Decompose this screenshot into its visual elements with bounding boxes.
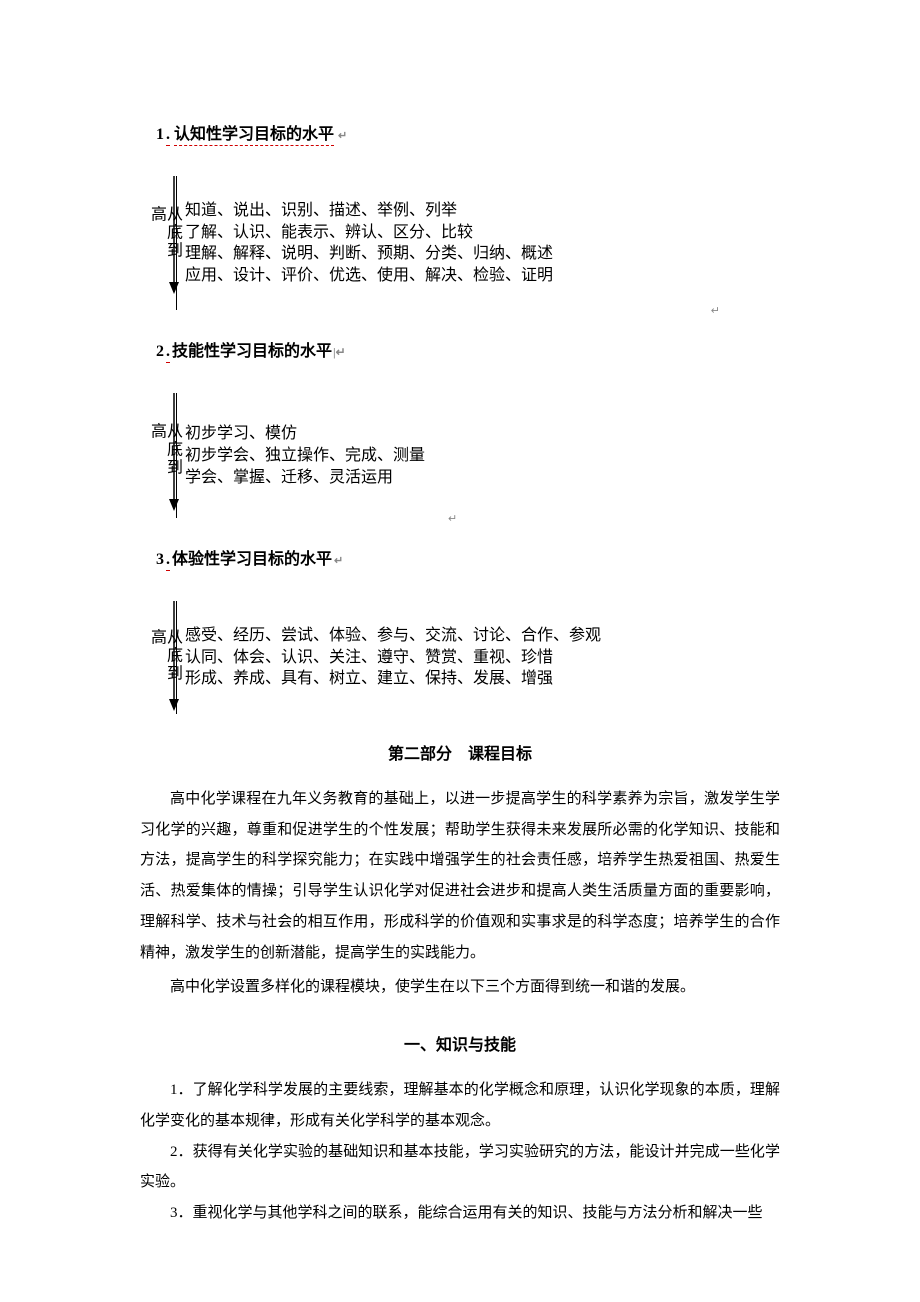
level-line: 感受、经历、尝试、体验、参与、交流、讨论、合作、参观 — [185, 625, 601, 647]
section-2-number: 2 — [156, 343, 164, 360]
level-line: 形成、养成、具有、树立、建立、保持、发展、增强 — [185, 668, 601, 690]
part-2-title-left: 第二部分 — [388, 746, 452, 763]
level-line: 应用、设计、评价、优选、使用、解决、检验、证明 — [185, 265, 553, 287]
diagram-2-arrow-col: 从底到高 — [148, 393, 172, 511]
section-2-title: 技能性学习目标的水平 — [172, 343, 332, 360]
section-1-dot: . — [166, 126, 170, 146]
diagram-3-levels: 感受、经历、尝试、体验、参与、交流、讨论、合作、参观 认同、体会、认识、关注、遵… — [176, 601, 601, 714]
section-3-number: 3 — [156, 551, 164, 568]
diagram-1-row: 从底到高 知道、说出、识别、描述、举例、列举 了解、认识、能表示、辨认、区分、比… — [148, 176, 780, 310]
section-2-heading: 2.技能性学习目标的水平|↵ — [156, 337, 780, 363]
diagram-1: 从底到高 知道、说出、识别、描述、举例、列举 了解、认识、能表示、辨认、区分、比… — [148, 176, 780, 317]
section-3-heading: 3.体验性学习目标的水平↵ — [156, 545, 780, 571]
part-2-para-1: 高中化学课程在九年义务教育的基础上，以进一步提高学生的科学素养为宗旨，激发学生学… — [140, 784, 780, 969]
part-2-title: 第二部分课程目标 — [140, 740, 780, 764]
diagram-3: 从底到高 感受、经历、尝试、体验、参与、交流、讨论、合作、参观 认同、体会、认识… — [148, 601, 780, 714]
diagram-2-row: 从底到高 初步学习、模仿 初步学会、独立操作、完成、测量 学会、掌握、迁移、灵活… — [148, 393, 780, 518]
level-line: 认同、体会、认识、关注、遵守、赞赏、重视、珍惜 — [185, 647, 601, 669]
diagram-3-row: 从底到高 感受、经历、尝试、体验、参与、交流、讨论、合作、参观 认同、体会、认识… — [148, 601, 780, 714]
subsection-title: 一、知识与技能 — [140, 1031, 780, 1055]
diagram-2-levels: 初步学习、模仿 初步学会、独立操作、完成、测量 学会、掌握、迁移、灵活运用 — [176, 393, 425, 518]
level-line: 知道、说出、识别、描述、举例、列举 — [185, 200, 553, 222]
diagram-1-levels: 知道、说出、识别、描述、举例、列举 了解、认识、能表示、辨认、区分、比较 理解、… — [176, 176, 553, 310]
document-page: 1.认知性学习目标的水平↵ 从底到高 知道、说出、识别、描述、举例、列举 了解、… — [0, 0, 920, 1289]
down-arrow-icon — [168, 176, 180, 294]
level-line: 学会、掌握、迁移、灵活运用 — [185, 467, 425, 489]
part-2-title-right: 课程目标 — [468, 746, 532, 763]
section-2-dot: . — [166, 343, 170, 363]
diagram-1-arrow-col: 从底到高 — [148, 176, 172, 294]
down-arrow-icon — [168, 393, 180, 511]
section-1-number: 1 — [156, 126, 164, 143]
level-line: 初步学习、模仿 — [185, 423, 425, 445]
list-item-1: 1．了解化学科学发展的主要线索，理解基本的化学概念和原理，认识化学现象的本质，理… — [140, 1075, 780, 1137]
part-2-para-2: 高中化学设置多样化的课程模块，使学生在以下三个方面得到统一和谐的发展。 — [140, 972, 780, 1003]
level-line: 理解、解释、说明、判断、预期、分类、归纳、概述 — [185, 243, 553, 265]
paragraph-mark-icon: ↵ — [338, 130, 347, 142]
diagram-2: 从底到高 初步学习、模仿 初步学会、独立操作、完成、测量 学会、掌握、迁移、灵活… — [148, 393, 780, 525]
section-3-title: 体验性学习目标的水平 — [172, 551, 332, 568]
section-3-dot: . — [166, 551, 170, 571]
down-arrow-icon — [168, 601, 180, 711]
section-1-heading: 1.认知性学习目标的水平 ↵ — [156, 120, 780, 146]
level-line: 了解、认识、能表示、辨认、区分、比较 — [185, 222, 553, 244]
section-1-title: 认知性学习目标的水平 — [174, 120, 334, 146]
paragraph-mark-icon: ↵ — [334, 555, 343, 567]
diagram-3-arrow-col: 从底到高 — [148, 601, 172, 711]
list-item-3: 3．重视化学与其他学科之间的联系，能综合运用有关的知识、技能与方法分析和解决一些 — [140, 1198, 780, 1229]
level-line: 初步学会、独立操作、完成、测量 — [185, 445, 425, 467]
text-cursor-icon: |↵ — [333, 345, 346, 359]
list-item-2: 2．获得有关化学实验的基础知识和基本技能，学习实验研究的方法，能设计并完成一些化… — [140, 1137, 780, 1199]
